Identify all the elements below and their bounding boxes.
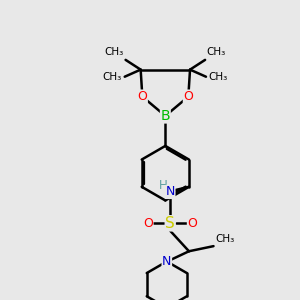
Text: O: O: [183, 90, 193, 103]
Text: CH₃: CH₃: [103, 72, 122, 82]
Text: CH₃: CH₃: [216, 234, 235, 244]
Text: O: O: [137, 90, 147, 103]
Text: S: S: [165, 216, 175, 231]
Text: CH₃: CH₃: [105, 47, 124, 57]
Text: O: O: [188, 217, 197, 230]
Text: O: O: [143, 217, 153, 230]
Text: N: N: [166, 185, 175, 198]
Text: B: B: [160, 109, 170, 123]
Text: CH₃: CH₃: [209, 72, 228, 82]
Text: CH₃: CH₃: [207, 47, 226, 57]
Text: N: N: [162, 255, 172, 268]
Text: H: H: [159, 179, 168, 192]
